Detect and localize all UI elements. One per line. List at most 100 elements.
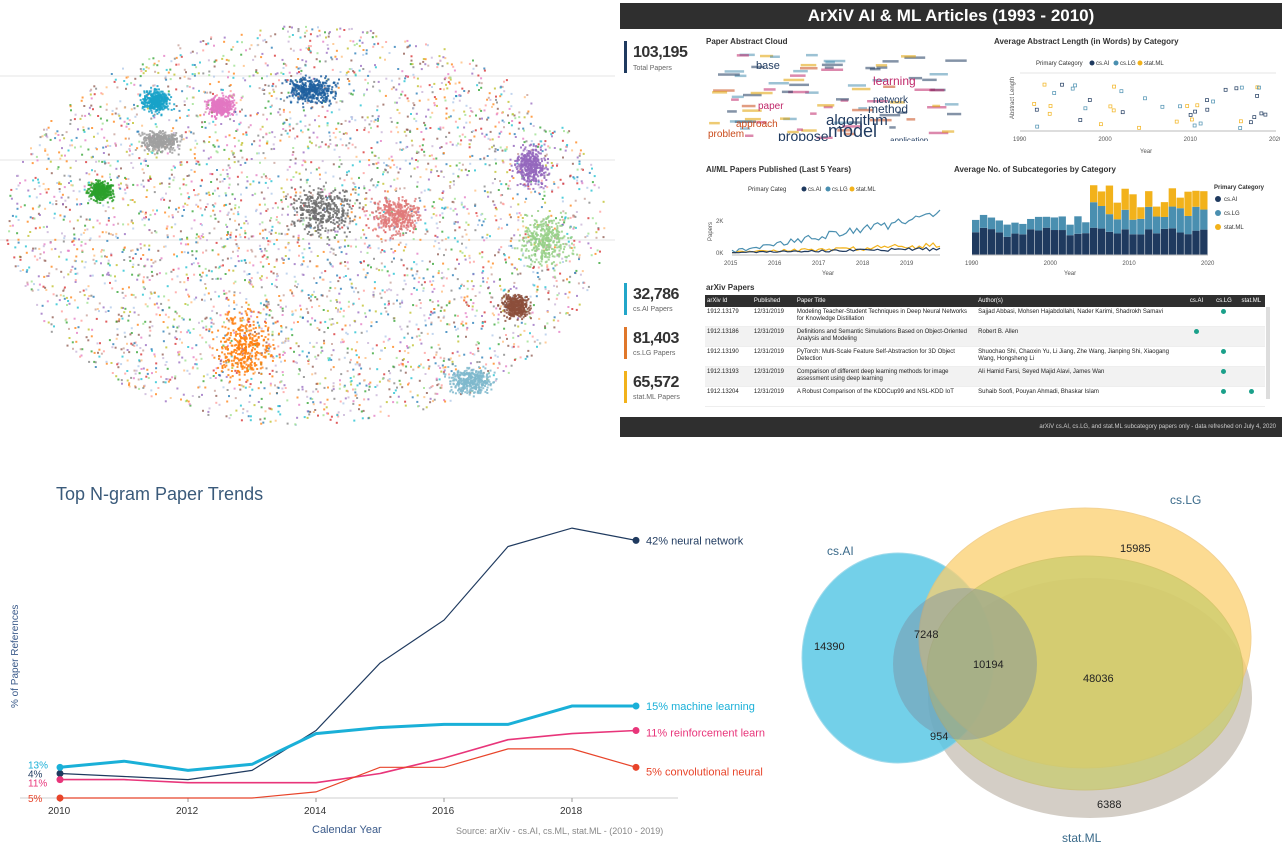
- tsne-point: [215, 59, 218, 62]
- tsne-point: [281, 387, 284, 390]
- tsne-point: [420, 363, 422, 366]
- tsne-point: [71, 341, 74, 344]
- tsne-cluster-point: [299, 94, 302, 97]
- tsne-point: [354, 238, 357, 241]
- tsne-point: [211, 204, 214, 207]
- tsne-point: [415, 112, 418, 115]
- tsne-point: [513, 114, 516, 117]
- tsne-point: [197, 262, 200, 265]
- tsne-point: [349, 358, 352, 361]
- tsne-cluster-point: [284, 79, 287, 82]
- tsne-point: [437, 304, 440, 307]
- tsne-point: [282, 110, 285, 113]
- tsne-point: [449, 207, 452, 210]
- tsne-point: [98, 222, 101, 225]
- tsne-point: [362, 289, 365, 292]
- tsne-point: [362, 268, 365, 271]
- tsne-point: [39, 257, 41, 260]
- tsne-point: [62, 288, 65, 291]
- tsne-cluster-point: [296, 84, 299, 87]
- tsne-point: [79, 215, 82, 218]
- tsne-point: [26, 269, 29, 272]
- tsne-point: [363, 185, 366, 188]
- tsne-point: [510, 92, 513, 95]
- tsne-point: [487, 277, 489, 280]
- tsne-point: [206, 203, 209, 206]
- tsne-point: [437, 242, 440, 244]
- tsne-point: [332, 163, 335, 166]
- tsne-point: [465, 335, 467, 338]
- tsne-point: [189, 51, 192, 54]
- tsne-point: [260, 327, 263, 330]
- tsne-point: [195, 250, 198, 253]
- tsne-point: [433, 102, 436, 104]
- tsne-point: [164, 77, 167, 80]
- tsne-point: [341, 100, 344, 103]
- tsne-point: [50, 323, 53, 326]
- tsne-point: [216, 277, 219, 280]
- tsne-point: [120, 315, 123, 318]
- tsne-cluster-point: [539, 166, 542, 169]
- tsne-point: [176, 387, 179, 390]
- tsne-point: [65, 296, 68, 299]
- tsne-cluster-point: [294, 89, 297, 92]
- tsne-point: [145, 196, 148, 198]
- tsne-point: [209, 377, 212, 379]
- tsne-point: [401, 301, 404, 304]
- tsne-point: [172, 127, 175, 130]
- tsne-point: [70, 184, 73, 187]
- tsne-point: [267, 301, 270, 303]
- tsne-point: [497, 251, 500, 254]
- tsne-point: [523, 129, 525, 132]
- tsne-point: [33, 188, 36, 190]
- tsne-cluster-point: [295, 86, 298, 89]
- tsne-point: [509, 163, 512, 165]
- tsne-point: [273, 54, 276, 57]
- tsne-point: [256, 271, 259, 274]
- tsne-point: [250, 248, 253, 251]
- tsne-point: [174, 166, 176, 169]
- tsne-point: [593, 184, 596, 187]
- tsne-point: [127, 319, 130, 322]
- tsne-point: [124, 335, 127, 338]
- tsne-point: [111, 287, 114, 290]
- tsne-point: [363, 128, 366, 131]
- tsne-cluster-point: [291, 90, 293, 93]
- tsne-point: [371, 115, 374, 118]
- tsne-point: [320, 346, 323, 349]
- tsne-point: [188, 130, 191, 133]
- tsne-cluster-point: [535, 157, 538, 160]
- tsne-point: [203, 299, 206, 302]
- tsne-point: [371, 347, 374, 350]
- tsne-cluster-point: [516, 156, 519, 159]
- tsne-point: [482, 220, 485, 223]
- tsne-point: [176, 255, 178, 258]
- tsne-point: [487, 137, 490, 140]
- tsne-cluster-point: [307, 92, 310, 95]
- tsne-point: [130, 327, 133, 330]
- tsne-cluster-point: [298, 84, 300, 87]
- tsne-point: [141, 63, 144, 66]
- tsne-point: [54, 247, 57, 250]
- tsne-point: [422, 289, 425, 292]
- tsne-point: [350, 27, 353, 30]
- tsne-point: [244, 236, 247, 239]
- tsne-point: [294, 284, 296, 287]
- tsne-point: [250, 44, 253, 47]
- tsne-point: [418, 405, 421, 407]
- tsne-point: [140, 378, 143, 381]
- tsne-point: [251, 143, 253, 146]
- tsne-cluster-point: [528, 178, 531, 181]
- tsne-point: [409, 129, 412, 132]
- tsne-point: [568, 130, 571, 133]
- tsne-point: [335, 307, 337, 310]
- tsne-point: [364, 276, 367, 279]
- tsne-point: [327, 359, 330, 362]
- tsne-point: [431, 145, 434, 148]
- tsne-point: [404, 371, 407, 374]
- tsne-point: [587, 217, 590, 220]
- tsne-point: [574, 215, 577, 218]
- tsne-point: [120, 306, 123, 309]
- tsne-point: [553, 316, 556, 319]
- tsne-cluster-point: [537, 150, 540, 153]
